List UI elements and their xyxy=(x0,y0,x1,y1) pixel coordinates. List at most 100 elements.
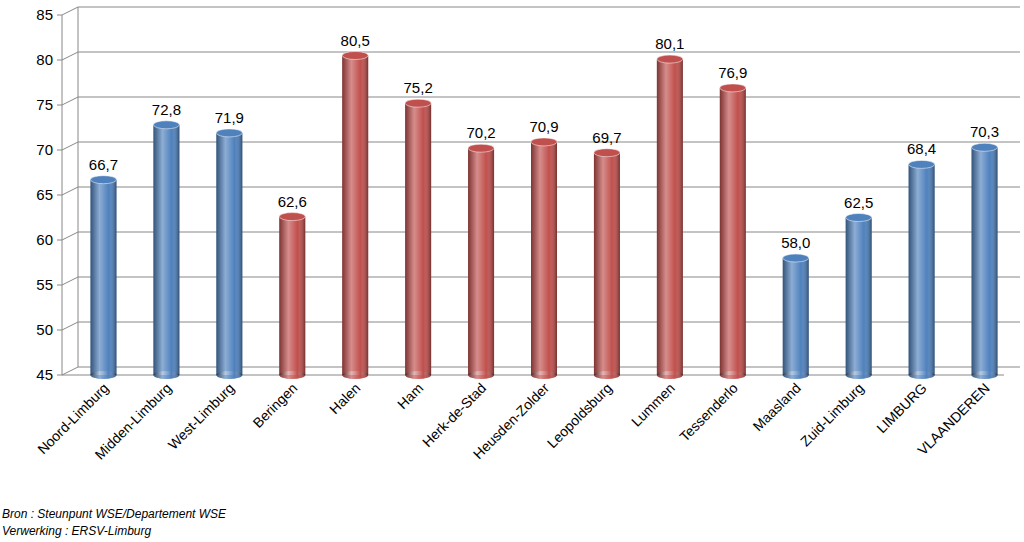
bar-body xyxy=(342,56,368,376)
bar-top xyxy=(972,143,998,151)
bar-shade xyxy=(657,59,683,375)
x-tick-label: Ham xyxy=(394,380,426,412)
bar-base xyxy=(342,371,368,379)
bar-body xyxy=(468,148,494,375)
bar-shade xyxy=(279,217,305,375)
data-label: 66,7 xyxy=(89,156,118,173)
bar-base xyxy=(783,371,809,379)
data-label: 58,0 xyxy=(781,234,810,251)
bars xyxy=(90,52,997,380)
data-label: 68,4 xyxy=(907,140,936,157)
y-tick xyxy=(57,150,62,151)
bar xyxy=(342,52,368,380)
x-tick-label: Midden-Limburg xyxy=(92,380,175,463)
bar-top xyxy=(468,144,494,152)
bar-base xyxy=(720,371,746,379)
x-tick-label: Heusden-Zolder xyxy=(470,380,553,463)
bar-body xyxy=(279,217,305,375)
x-tick-label: Beringen xyxy=(249,380,300,431)
y-tick xyxy=(57,375,62,376)
bar-body xyxy=(846,218,872,376)
bar-top xyxy=(783,254,809,262)
bar-base xyxy=(846,371,872,379)
bar-shade xyxy=(909,164,935,375)
bar-base-shade xyxy=(405,371,431,379)
data-label: 76,9 xyxy=(718,64,747,81)
bar-shade xyxy=(153,125,179,375)
x-tick-label: West-Limburg xyxy=(165,380,238,453)
bar-shade xyxy=(216,133,242,375)
source-note: Bron : Steunpunt WSE/Departement WSE xyxy=(2,507,227,521)
bar-base xyxy=(153,371,179,379)
bar-shade xyxy=(468,148,494,375)
y-tick-label: 45 xyxy=(36,366,53,383)
bar-base-shade xyxy=(657,371,683,379)
bar xyxy=(468,144,494,379)
grid-line xyxy=(62,97,1020,105)
y-tick-label: 60 xyxy=(36,231,53,248)
data-label: 70,3 xyxy=(970,123,999,140)
y-tick xyxy=(57,105,62,106)
x-tick-label: Lummen xyxy=(628,380,678,430)
bar-body xyxy=(90,180,116,375)
bar-base-shade xyxy=(531,371,557,379)
bar-body xyxy=(783,258,809,375)
data-label: 72,8 xyxy=(152,101,181,118)
bar-shade xyxy=(783,258,809,375)
bar-shade xyxy=(90,180,116,375)
bar-top xyxy=(279,213,305,221)
bar-base-shade xyxy=(846,371,872,379)
bar-base-shade xyxy=(153,371,179,379)
bar-base xyxy=(468,371,494,379)
data-label: 70,9 xyxy=(529,118,558,135)
bar-shade xyxy=(846,218,872,376)
bar-shade xyxy=(531,142,557,375)
y-tick-label: 55 xyxy=(36,276,53,293)
bar-base-shade xyxy=(279,371,305,379)
bar-base xyxy=(909,371,935,379)
data-label: 70,2 xyxy=(466,124,495,141)
chart: 45505560657075808566,7Noord-Limburg72,8M… xyxy=(0,0,1024,542)
data-label: 80,1 xyxy=(655,35,684,52)
bar-top xyxy=(657,55,683,63)
bar xyxy=(405,99,431,379)
bar-base xyxy=(279,371,305,379)
data-label: 80,5 xyxy=(341,32,370,49)
y-tick xyxy=(57,330,62,331)
bar-top xyxy=(720,84,746,92)
bar-base-shade xyxy=(720,371,746,379)
data-label: 71,9 xyxy=(215,109,244,126)
bar-base xyxy=(405,371,431,379)
bar-top xyxy=(216,129,242,137)
y-tick xyxy=(57,285,62,286)
bar-base-shade xyxy=(909,371,935,379)
bar xyxy=(153,121,179,379)
bar-base-shade xyxy=(594,371,620,379)
x-tick-label: VLAANDEREN xyxy=(914,380,992,458)
y-tick xyxy=(57,195,62,196)
bar-body xyxy=(720,88,746,375)
y-tick-label: 85 xyxy=(36,6,53,23)
bar-shade xyxy=(342,56,368,376)
bar xyxy=(846,214,872,380)
bar-top xyxy=(594,149,620,157)
data-label: 75,2 xyxy=(404,79,433,96)
bar-base xyxy=(90,371,116,379)
bar-base-shade xyxy=(216,371,242,379)
x-tick-label: Maasland xyxy=(750,380,804,434)
y-tick-label: 65 xyxy=(36,186,53,203)
bar-body xyxy=(153,125,179,375)
bar-base xyxy=(972,371,998,379)
bar xyxy=(279,213,305,379)
bar-top xyxy=(342,52,368,60)
bar xyxy=(909,160,935,379)
bar-top xyxy=(531,138,557,146)
bar-shade xyxy=(594,153,620,375)
x-tick-label: Zuid-Limburg xyxy=(797,380,867,450)
y-tick-label: 50 xyxy=(36,321,53,338)
bar-body xyxy=(657,59,683,375)
bar-body xyxy=(531,142,557,375)
bar xyxy=(216,129,242,379)
bar xyxy=(720,84,746,379)
bar-base xyxy=(531,371,557,379)
